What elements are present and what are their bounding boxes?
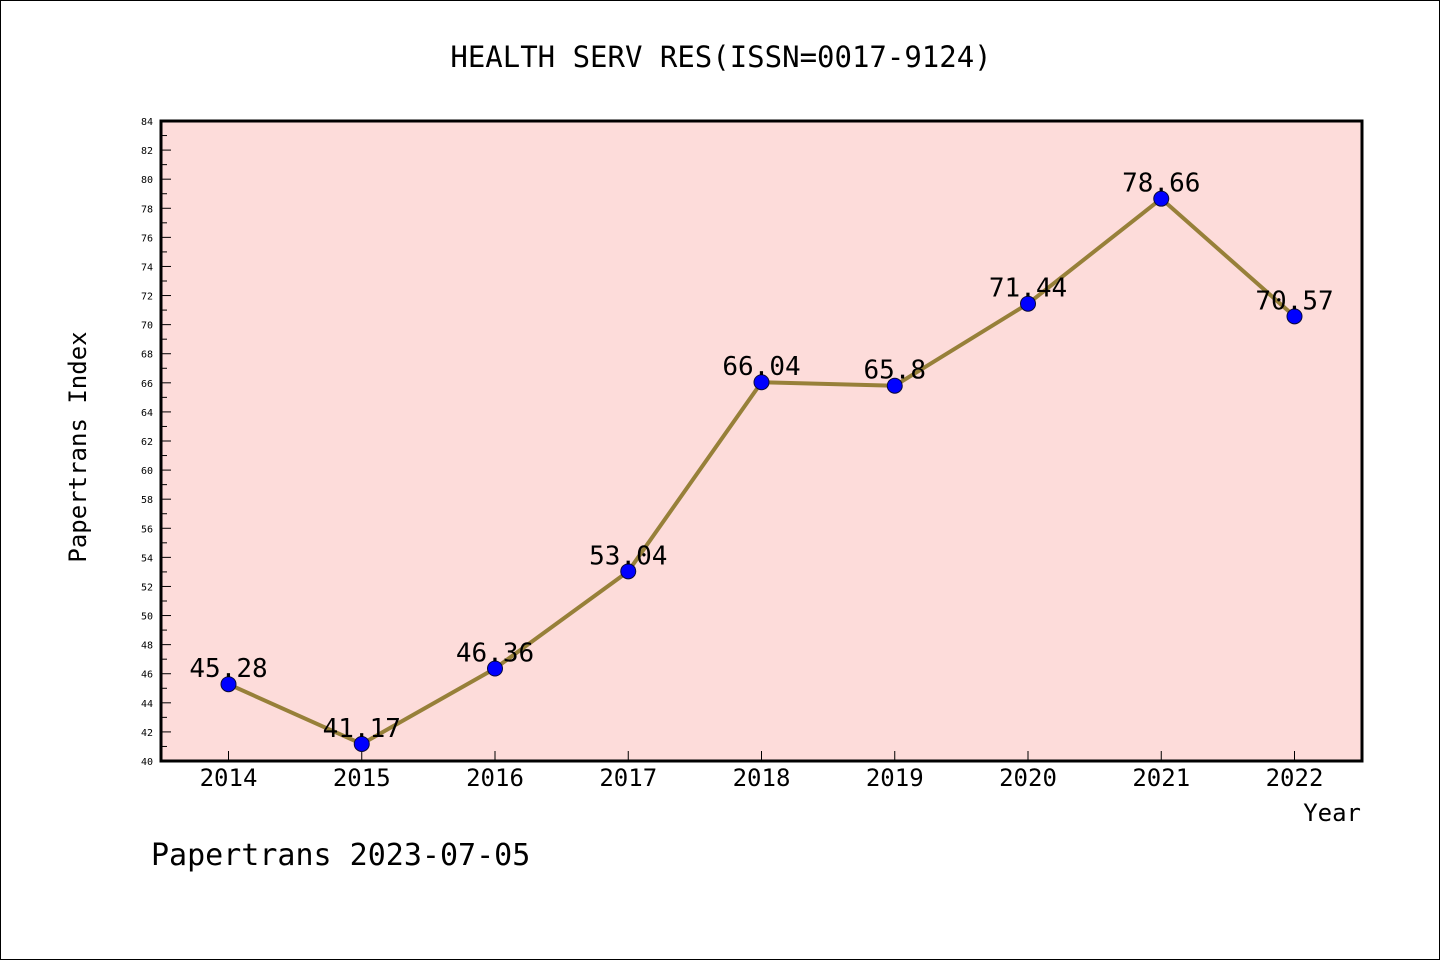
y-tick-label: 58 [141, 495, 153, 506]
x-axis-ticks: 2014 2015 2016 2017 2018 2019 2020 2021 2022 [200, 751, 1324, 792]
y-tick-label: 50 [141, 612, 153, 623]
data-point [886, 377, 903, 394]
y-tick-label: 82 [141, 146, 153, 157]
series-group [220, 190, 1303, 752]
y-tick-label: 74 [141, 262, 153, 273]
data-labels: 45.28 41.17 46.36 53.04 66.04 65.8 71.44 78.66 7… [189, 169, 1333, 744]
y-tick-label: 66 [141, 379, 153, 390]
data-label: 78.66 [1122, 169, 1200, 199]
data-label: 70.57 [1255, 286, 1333, 316]
data-label: 65.8 [863, 356, 926, 386]
x-tick-label: 2017 [599, 764, 657, 792]
x-tick-label: 2018 [733, 764, 791, 792]
y-tick-label: 64 [141, 408, 153, 419]
data-point [220, 676, 237, 693]
data-label: 41.17 [323, 714, 401, 744]
y-tick-label: 80 [141, 175, 153, 186]
y-tick-label: 78 [141, 204, 153, 215]
y-tick-label: 54 [141, 553, 153, 564]
data-point [487, 660, 503, 677]
data-label: 53.04 [589, 541, 667, 571]
y-tick-label: 46 [141, 670, 153, 681]
x-axis-label: Year [1303, 799, 1361, 827]
data-label: 71.44 [989, 274, 1067, 304]
x-tick-label: 2015 [333, 764, 391, 792]
y-tick-label: 84 [141, 117, 153, 128]
y-tick-label: 44 [141, 699, 153, 710]
x-tick-label: 2014 [200, 764, 258, 792]
data-label: 46.36 [456, 638, 534, 668]
chart-title: HEALTH SERV RES(ISSN=0017-9124) [450, 40, 991, 74]
y-tick-label: 70 [141, 321, 153, 332]
y-tick-label: 62 [141, 437, 153, 448]
data-point [1153, 190, 1170, 207]
y-axis-label: Papertrans Index [64, 331, 92, 562]
y-tick-label: 48 [141, 641, 153, 652]
y-tick-label: 60 [141, 466, 153, 477]
y-tick-label: 40 [141, 757, 153, 768]
data-label: 45.28 [189, 654, 267, 684]
data-point [753, 374, 770, 391]
y-tick-label: 68 [141, 350, 153, 361]
plot-area [159, 119, 1364, 763]
x-tick-label: 2016 [466, 764, 524, 792]
data-point [1020, 295, 1036, 312]
data-label: 66.04 [722, 352, 800, 382]
y-tick-label: 72 [141, 292, 153, 303]
x-tick-label: 2021 [1132, 764, 1190, 792]
footer-text: Papertrans 2023-07-05 [151, 838, 530, 873]
y-tick-label: 42 [141, 728, 153, 739]
y-tick-label: 56 [141, 524, 153, 535]
x-tick-label: 2020 [999, 764, 1057, 792]
y-axis-ticks: 40 42 44 46 48 50 52 54 56 58 60 62 64 66 68 70 72 74 76 78… [141, 117, 171, 768]
y-tick-label: 52 [141, 582, 153, 593]
data-point [1286, 308, 1303, 325]
data-point [353, 735, 370, 752]
y-tick-label: 76 [141, 233, 153, 244]
data-point [620, 563, 637, 580]
x-tick-label: 2019 [866, 764, 924, 792]
x-tick-label: 2022 [1266, 764, 1324, 792]
